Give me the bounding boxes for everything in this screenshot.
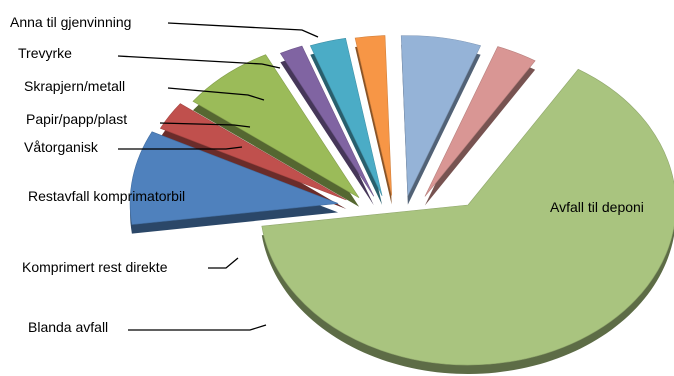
pie-slice-komprimert-rest-direkte — [159, 103, 347, 201]
leader-line-anna-til-gjenvinning — [167, 22, 319, 38]
pie-slice-skrapjern-metall — [354, 35, 392, 196]
slice-label-papir-papp-plast: Papir/papp/plast — [26, 111, 127, 127]
leader-line-skrapjern-metall — [167, 87, 265, 101]
leader-line-trevyrke — [117, 55, 281, 69]
pie-slice-blanda-avfall — [129, 131, 339, 225]
slice-label-trevyrke: Trevyrke — [18, 45, 72, 61]
slice-side-5 — [310, 47, 383, 205]
slice-side-4 — [280, 55, 374, 206]
pie-slice-papir-papp-plast — [309, 37, 383, 196]
pie-slice-anna-til-gjenvinning — [424, 46, 536, 197]
pie-slice-trevyrke — [400, 35, 482, 196]
slice-label-anna-til-gjenvinning: Anna til gjenvinning — [10, 14, 131, 30]
slice-label-restavfall-komprimatorbil: Restavfall komprimatorbil — [28, 188, 185, 204]
pie-slices — [129, 35, 674, 374]
leader-line-vatorganisk — [118, 146, 243, 150]
leader-line-komprimert-rest-direkte — [208, 257, 239, 269]
slice-label-vatorganisk: Våtorganisk — [24, 139, 99, 155]
slice-label-blanda-avfall: Blanda avfall — [28, 319, 108, 335]
leader-line-papir-papp-plast — [159, 122, 251, 128]
slice-label-komprimert-rest-direkte: Komprimert rest direkte — [22, 259, 168, 275]
slice-label-avfall-til-deponi: Avfall til deponi — [550, 199, 644, 215]
slice-label-skrapjern-metall: Skrapjern/metall — [24, 78, 125, 94]
pie-slice-avfall-til-deponi — [261, 68, 674, 366]
pie-slice-vatorganisk — [279, 45, 375, 197]
slice-labels: Avfall til deponi Anna til gjenvinning T… — [10, 14, 644, 335]
pie-slice-restavfall-komprimatorbil — [192, 54, 360, 198]
leader-line-blanda-avfall — [128, 324, 267, 331]
